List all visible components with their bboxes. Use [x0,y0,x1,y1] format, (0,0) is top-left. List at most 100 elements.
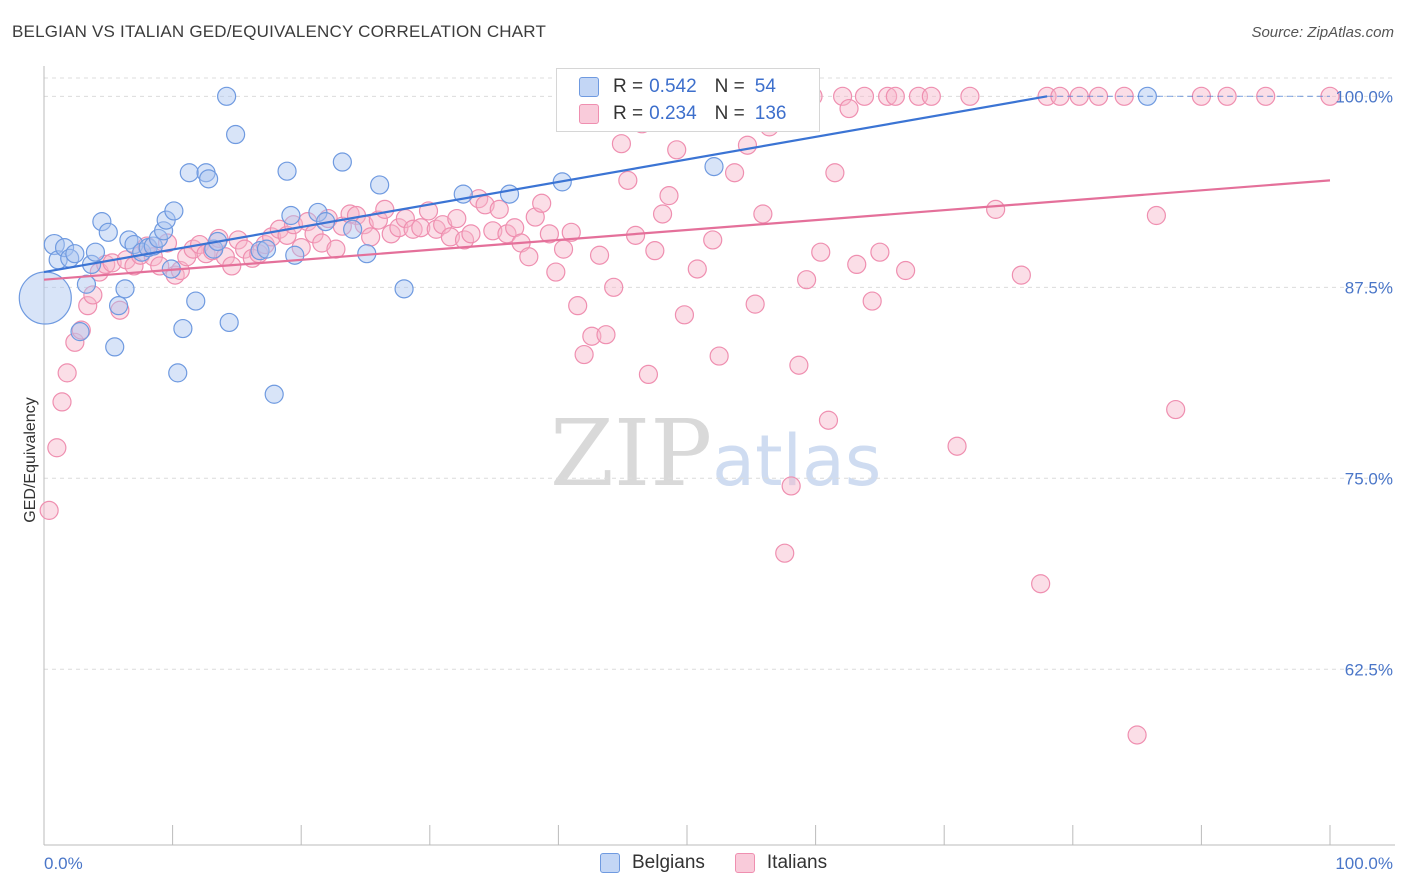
belgians-point [394,279,414,299]
italians-point [326,239,346,259]
italians-point [667,140,687,160]
italians-point [65,332,85,352]
italians-point [638,364,659,385]
legend-item-belgians[interactable]: Belgians [600,852,705,874]
italians-point [687,259,707,279]
belgians-point [217,86,237,106]
belgians-legend-swatch [600,853,620,873]
legend-item-italians[interactable]: Italians [734,852,828,874]
italians-point [71,320,91,340]
italians-point [440,227,460,247]
italians-point [753,204,773,224]
belgians-legend-label: Belgians [632,852,705,873]
italians-point [818,410,839,430]
belgians-point [186,291,206,311]
italians-point [854,86,875,106]
belgians-point [332,152,352,172]
legend-row-italians: R = 0.234 N = 136 [579,101,786,127]
italians-point [947,436,967,456]
italians-point [878,86,898,106]
italians-point [1011,265,1031,285]
y-tick-label: 87.5% [1345,278,1393,297]
r-value-belgians: 0.542 [649,76,697,97]
belgians-point [343,219,363,239]
italians-point [47,438,67,458]
italians-point [375,199,395,219]
r-label: R = [613,103,644,124]
italians-point [368,210,388,230]
italians-point [83,285,103,305]
italians-point [568,296,588,316]
belgians-trend-line [43,95,1048,274]
italians-point [291,237,311,258]
n-label: N = [714,103,745,124]
tick-labels: 62.5% 75.0% 87.5% 100.0% 0.0% 100.0% [44,87,1393,873]
belgians-point [65,244,85,264]
italians-point [589,245,610,265]
italians-point [986,199,1006,219]
italians-point [839,98,859,119]
italians-point [553,239,574,259]
italians-point [312,233,332,253]
belgians-point [85,242,106,262]
r-label: R = [613,76,644,97]
belgians-point [76,274,97,294]
italians-point [745,294,765,314]
italians-point [885,86,905,106]
belgians-point [219,312,239,333]
italians-points [39,86,1340,745]
chart-title: BELGIAN VS ITALIAN GED/EQUIVALENCY CORRE… [12,22,547,41]
italians-point [1114,86,1134,106]
italians-point [921,86,941,106]
watermark: ZIPatlas [550,400,881,507]
axes [43,66,1395,846]
italians-point [489,199,509,219]
italians-point [1031,574,1051,594]
belgians-point [54,237,75,258]
italians-point [78,296,98,316]
belgians-point [43,233,65,256]
belgians-point [370,175,390,195]
watermark-atlas: atlas [712,420,882,502]
italians-point [561,222,581,242]
italians-point [519,247,539,267]
x-tick-label-max: 100.0% [1335,854,1393,873]
italians-point [789,355,809,375]
italians-point [403,219,423,239]
y-tick-label: 62.5% [1345,660,1393,679]
belgians-point [108,296,129,316]
belgians-point [704,157,724,177]
italians-point [870,242,890,262]
italians-point [659,186,679,206]
italians-point [52,392,72,412]
italians-point [157,233,178,253]
italians-point [618,170,638,190]
watermark-zip: ZIP [550,400,713,507]
italians-point [1256,86,1276,106]
italians-point [796,270,817,290]
y-tick-label: 75.0% [1345,469,1393,488]
italians-point [896,260,916,281]
belgians-point [499,184,520,204]
italians-point [539,224,559,244]
belgians-point [226,124,246,145]
italians-point [611,134,632,154]
italians-point [775,543,795,563]
italians-point [39,500,59,520]
belgians-point [250,241,270,261]
belgians-point [115,279,135,299]
belgians-point [173,318,193,339]
n-value-belgians: 54 [754,76,776,97]
italians-legend-label: Italians [766,852,828,873]
x-tick-label-min: 0.0% [44,854,83,873]
italians-point [811,242,831,262]
italians-trend-line [43,179,1331,281]
n-label: N = [714,76,745,97]
italians-point [596,325,616,345]
belgians-point [168,363,188,383]
italians-point [483,221,503,241]
belgians-point [256,239,277,259]
italians-point [1146,205,1166,226]
italians-point [862,291,882,311]
belgians-point [92,212,112,232]
